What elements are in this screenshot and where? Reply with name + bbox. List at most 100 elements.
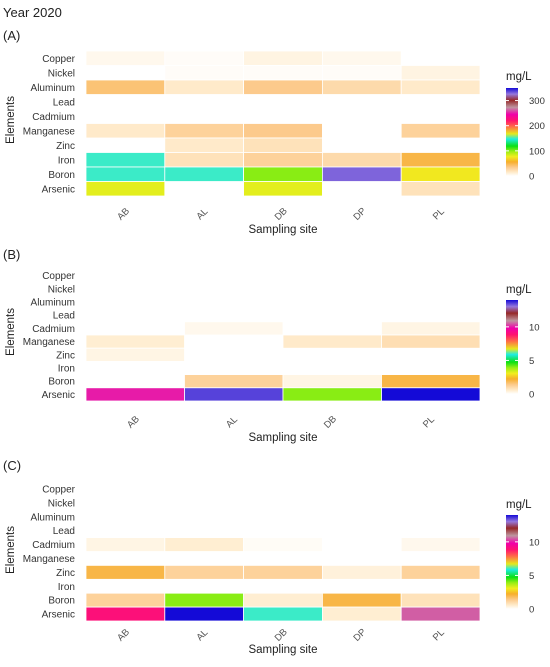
y-tick-label: Iron (58, 364, 75, 375)
heatmap-cell (321, 50, 402, 66)
y-axis-title: Elements (5, 308, 17, 356)
colorbar (506, 515, 518, 609)
heatmap-cell (243, 65, 323, 81)
heatmap-cell (164, 123, 245, 139)
heatmap-cell (243, 50, 323, 66)
y-tick-label: Arsenic (42, 184, 75, 195)
x-axis-title: Sampling site (248, 224, 317, 236)
colorbar (506, 88, 518, 176)
heatmap-cell (243, 181, 323, 197)
y-tick-label: Copper (42, 54, 75, 65)
y-tick-label: Copper (42, 484, 75, 495)
heatmap-cell (184, 321, 284, 336)
heatmap-cell (243, 565, 323, 580)
heatmap-cell (282, 374, 382, 389)
heatmap-cell (381, 334, 481, 349)
x-tick-label: AL (224, 414, 240, 430)
y-tick-label: Cadmium (32, 112, 75, 123)
heatmap-cell (400, 592, 481, 608)
heatmap-cell (164, 50, 245, 66)
y-tick-label: Aluminum (31, 512, 75, 523)
x-tick-label: AL (194, 206, 210, 222)
y-tick-label: Lead (53, 526, 75, 537)
y-tick-label: Iron (58, 155, 75, 166)
panel-label: (B) (3, 247, 20, 262)
heatmap-cell (85, 123, 166, 139)
colorbar-tick-label: 0 (529, 605, 534, 616)
x-tick-label: PL (431, 627, 447, 643)
heatmap-cell (243, 137, 323, 153)
y-tick-label: Iron (58, 582, 75, 593)
heatmap-cell (85, 181, 166, 197)
y-tick-label: Nickel (48, 284, 75, 295)
colorbar-tick-label: 100 (529, 146, 545, 157)
colorbar-tick-label: 5 (529, 356, 534, 367)
x-tick-label: DP (351, 206, 368, 223)
heatmap-cell (85, 592, 166, 608)
y-tick-label: Lead (53, 311, 75, 322)
heatmap-cell (321, 606, 402, 622)
colorbar-title: mg/L (506, 284, 532, 296)
colorbar-tick-label: 5 (529, 571, 534, 582)
heatmap-cell (321, 592, 402, 608)
figure-title: Year 2020 (3, 5, 62, 20)
heatmap-cell (400, 123, 481, 139)
x-tick-label: AB (125, 414, 142, 431)
heatmap-cell (164, 137, 245, 153)
heatmap-cell (400, 606, 481, 622)
heatmap-cell (184, 387, 284, 402)
heatmap-cell (400, 65, 481, 81)
y-tick-label: Cadmium (32, 324, 75, 335)
heatmap-cell (85, 537, 166, 552)
panel-label: (A) (3, 28, 20, 43)
heatmap-cell (85, 387, 185, 402)
heatmap-cell (243, 79, 323, 95)
heatmap-cell (321, 65, 402, 81)
heatmap-cell (164, 152, 245, 168)
x-tick-label: PL (421, 414, 437, 430)
heatmap-cell (243, 152, 323, 168)
heatmap-cell (243, 592, 323, 608)
x-tick-label: DP (351, 627, 368, 644)
heatmap-cell (282, 334, 382, 349)
y-tick-label: Arsenic (42, 390, 75, 401)
heatmap-cell (85, 565, 166, 580)
heatmap-cell (164, 565, 245, 580)
heatmap-cell (321, 152, 402, 168)
colorbar-title: mg/L (506, 499, 532, 511)
heatmap-cell (85, 50, 166, 66)
colorbar-tick-label: 200 (529, 121, 545, 132)
y-tick-label: Zinc (56, 350, 75, 361)
y-tick-label: Boron (48, 377, 75, 388)
heatmap-cell (400, 166, 481, 182)
y-tick-label: Boron (48, 596, 75, 607)
y-tick-label: Boron (48, 170, 75, 181)
heatmap-cell (381, 321, 481, 336)
y-tick-label: Copper (42, 271, 75, 282)
colorbar-tick-label: 0 (529, 390, 534, 401)
y-tick-label: Manganese (23, 337, 76, 348)
heatmap-cell (243, 537, 323, 552)
heatmap-cell (321, 79, 402, 95)
colorbar-title: mg/L (506, 71, 532, 83)
heatmap-cell (164, 592, 245, 608)
heatmap-cell (85, 152, 166, 168)
y-tick-label: Zinc (56, 568, 75, 579)
x-tick-label: DB (322, 414, 339, 431)
heatmap-cell (164, 606, 245, 622)
y-tick-label: Cadmium (32, 540, 75, 551)
heatmap-cell (164, 537, 245, 552)
heatmap-cell (164, 65, 245, 81)
x-axis-title: Sampling site (248, 432, 317, 444)
y-tick-label: Zinc (56, 141, 75, 152)
y-tick-label: Aluminum (31, 83, 75, 94)
heatmap-cell (400, 181, 481, 197)
heatmap-cell (400, 152, 481, 168)
heatmap-cell (184, 374, 284, 389)
y-tick-label: Manganese (23, 126, 76, 137)
panel-label: (C) (3, 458, 21, 473)
heatmap-cell (164, 79, 245, 95)
heatmap-panel-3: (C) Copper Nickel Aluminum Lead Cadmium Mangan… (3, 458, 540, 656)
x-tick-label: PL (431, 206, 447, 222)
